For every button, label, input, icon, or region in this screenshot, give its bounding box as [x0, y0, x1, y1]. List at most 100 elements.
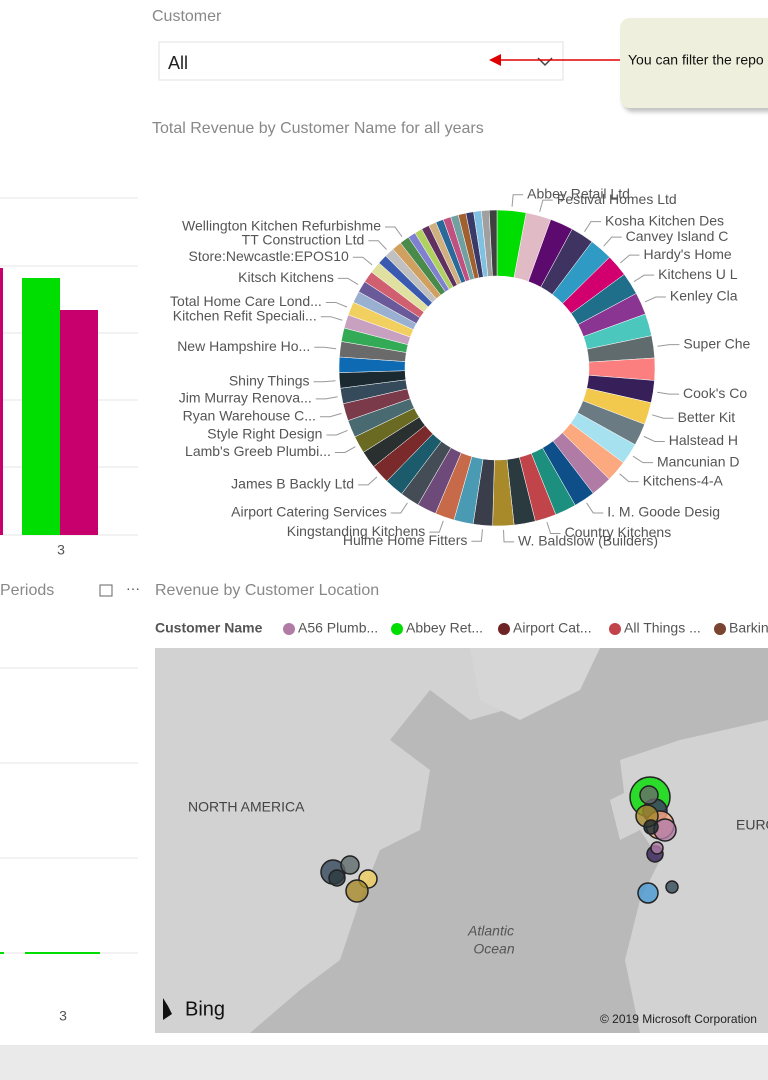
page-footer	[0, 1045, 768, 1080]
leader-line	[651, 414, 674, 419]
donut-segment	[488, 209, 498, 277]
bubble	[639, 785, 659, 805]
land	[470, 648, 600, 720]
left-bar-chart: 3	[0, 197, 138, 558]
legend-marker	[283, 623, 295, 635]
legend-label: A56 Plumb...	[298, 620, 378, 636]
dropdown-value: All	[168, 53, 188, 73]
bar	[22, 278, 60, 535]
donut-label: Country Kitchens	[565, 524, 672, 540]
donut-label: Abbey Retail Ltd	[527, 185, 630, 201]
x-tick-label: 3	[57, 542, 65, 558]
donut-label: Mancunian D	[657, 453, 740, 469]
bubble	[328, 869, 346, 887]
leader-line	[619, 473, 639, 483]
legend-label: All Things ...	[624, 620, 701, 636]
leader-line	[314, 346, 337, 350]
leader-line	[384, 226, 403, 238]
donut-label: Kitchens-4-A	[643, 472, 724, 488]
donut-label: Wellington Kitchen Refurbishme	[182, 218, 381, 234]
legend: A56 Plumb... Abbey Ret... Airport Cat... Al…	[283, 620, 768, 636]
donut-label: Kitchen Refit Speciali...	[173, 307, 317, 323]
map-label: Ocean	[473, 941, 514, 957]
leader-line	[320, 316, 343, 321]
map-label: Atlantic	[467, 923, 514, 939]
leader-line	[546, 521, 561, 535]
donut-label: Super Che	[683, 335, 750, 351]
copyright: © 2019 Microsoft Corporation	[600, 1012, 757, 1026]
bing-text: Bing	[185, 998, 225, 1020]
leader-line	[368, 240, 387, 250]
donut-label: Kenley Cla	[670, 288, 738, 304]
donut-label: Airport Catering Services	[231, 504, 387, 520]
x-tick-label: 3	[59, 1008, 67, 1024]
callout-box	[620, 18, 768, 108]
leader-line	[633, 274, 655, 282]
leader-line	[325, 301, 348, 308]
leader-line	[584, 221, 601, 232]
legend-marker	[714, 623, 726, 635]
leader-line	[390, 502, 408, 514]
donut-label: Hardy's Home	[643, 246, 731, 262]
donut-label: Shiny Things	[229, 372, 310, 388]
leader-line	[586, 502, 604, 514]
donut-label: Style Right Design	[207, 426, 322, 442]
legend-label: Barkin	[729, 620, 768, 636]
donut-label: Kitchens U L	[658, 266, 738, 282]
visual-title: Revenue by Customer Location	[155, 582, 379, 599]
donut-label: Festival Homes Ltd	[557, 191, 677, 207]
leader-line	[539, 199, 553, 212]
donut-label: I. M. Goode Desig	[607, 504, 720, 520]
legend-marker	[391, 623, 403, 635]
legend-marker	[609, 623, 621, 635]
bubble	[665, 880, 679, 894]
map-visual: Revenue by Customer Location Customer Na…	[155, 582, 768, 1033]
more-icon[interactable]: ⋯	[126, 581, 140, 597]
map: NORTH AMERICA EURO Atlantic Ocean	[155, 648, 768, 1033]
left-line-chart: Periods ⋯ 3	[0, 581, 140, 1024]
slicer: Customer All	[152, 8, 564, 81]
visual-title: Periods	[0, 582, 54, 599]
donut-label: TT Construction Ltd	[242, 231, 365, 247]
bubble	[650, 841, 664, 855]
leader-line	[657, 344, 680, 347]
callout-text: You can filter the repo	[628, 52, 764, 68]
leader-line	[326, 429, 348, 436]
leader-line	[334, 446, 356, 453]
bing-logo	[163, 998, 172, 1020]
leader-line	[644, 296, 666, 303]
leader-line	[511, 194, 524, 207]
leader-line	[337, 277, 359, 285]
donut-label: Canvey Island C	[626, 228, 729, 244]
donut-label: Jim Murray Renova...	[179, 390, 312, 406]
donut-label: Store:Newcastle:EPOS10	[189, 248, 350, 264]
leader-line	[632, 455, 653, 464]
report-canvas: 3 Periods ⋯ 3 Customer All You can filte…	[0, 8, 768, 1033]
leader-line	[503, 529, 515, 543]
leader-line	[313, 380, 336, 383]
legend-title: Customer Name	[155, 620, 263, 636]
leader-line	[620, 254, 640, 264]
leader-line	[603, 236, 622, 247]
leader-line	[429, 520, 444, 533]
bubble	[637, 882, 659, 904]
leader-line	[319, 412, 342, 418]
donut-label: Cook's Co	[683, 385, 747, 401]
callout: You can filter the repo	[489, 18, 768, 108]
bubble	[340, 855, 360, 875]
donut-label: New Hampshire Ho...	[177, 338, 310, 354]
leader-line	[643, 435, 665, 442]
dropdown[interactable]	[158, 41, 564, 81]
arrow-head	[489, 54, 501, 66]
donut-label: W. Baldslow (Builders)	[518, 533, 658, 549]
bar	[0, 268, 3, 535]
donut-label: Kosha Kitchen Des	[605, 212, 724, 228]
chart-title: Total Revenue by Customer Name for all y…	[152, 120, 484, 137]
donut-label: Halstead H	[669, 432, 738, 448]
legend-label: Airport Cat...	[513, 620, 592, 636]
focus-icon[interactable]	[99, 584, 113, 597]
bar	[60, 310, 98, 535]
donut-label: Ryan Warehouse C...	[183, 407, 316, 423]
donut-label: James B Backly Ltd	[231, 476, 354, 492]
